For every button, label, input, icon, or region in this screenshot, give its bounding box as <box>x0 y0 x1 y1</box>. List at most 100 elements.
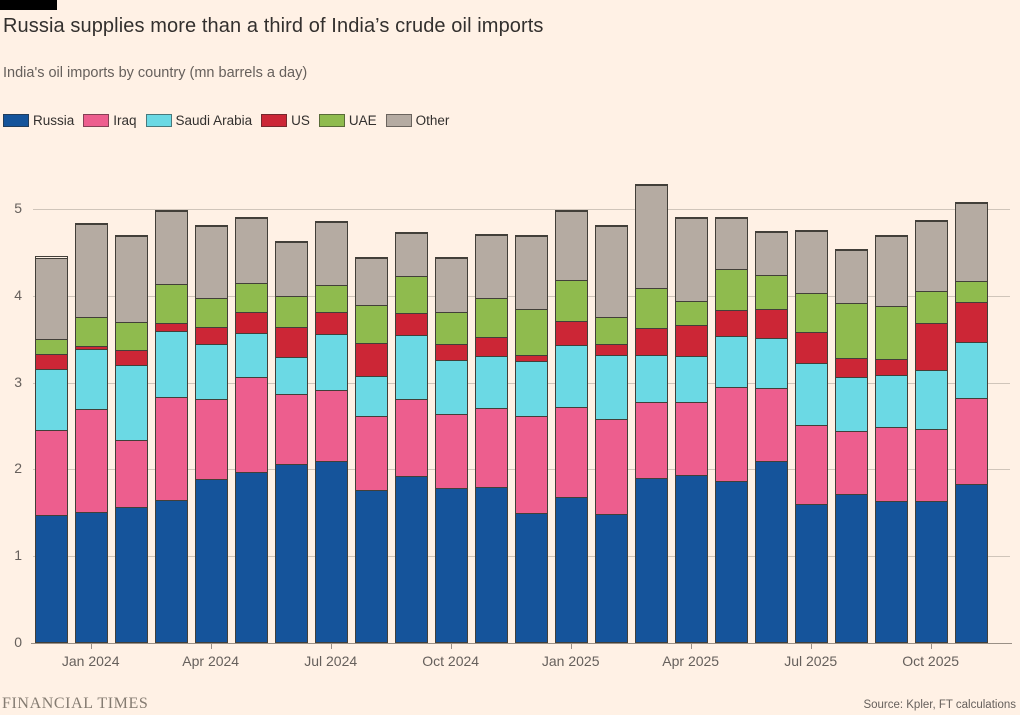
segment-us <box>276 326 308 358</box>
segment-russia <box>796 504 828 642</box>
segment-us <box>236 312 268 333</box>
x-axis-line <box>31 643 1012 644</box>
segment-us <box>916 322 948 371</box>
segment-us <box>876 359 908 375</box>
segment-uae <box>676 300 708 326</box>
segment-other <box>916 221 948 292</box>
segment-russia <box>516 512 548 642</box>
segment-us <box>636 327 668 355</box>
bar-stack-dec-2024 <box>515 234 549 643</box>
segment-iraq <box>756 387 788 461</box>
x-axis-tick <box>930 643 932 649</box>
segment-iraq <box>796 425 828 504</box>
bar-stack-aug-2024 <box>355 257 389 643</box>
segment-us <box>156 322 188 332</box>
segment-saudi-arabia <box>196 344 228 399</box>
segment-iraq <box>836 431 868 495</box>
legend-swatch-icon <box>261 114 288 127</box>
bar-stack-may-2025 <box>715 217 749 643</box>
segment-uae <box>116 321 148 350</box>
bar-stack-mar-2025 <box>635 184 669 643</box>
segment-other <box>156 210 188 284</box>
segment-russia <box>916 500 948 642</box>
legend-item-us: US <box>261 113 310 128</box>
bar-stack-mar-2024 <box>155 209 189 643</box>
segment-saudi-arabia <box>316 333 348 391</box>
segment-us <box>716 309 748 337</box>
bar-stack-jun-2024 <box>275 240 309 643</box>
segment-saudi-arabia <box>836 377 868 432</box>
segment-iraq <box>636 401 668 478</box>
segment-russia <box>956 484 988 642</box>
segment-other <box>796 230 828 294</box>
segment-us <box>836 358 868 378</box>
segment-uae <box>476 298 508 337</box>
segment-us <box>596 344 628 355</box>
x-axis-tick <box>690 643 692 649</box>
segment-iraq <box>76 409 108 512</box>
bar-stack-dec-2023 <box>35 256 69 643</box>
y-axis-label-1: 1 <box>14 547 22 564</box>
segment-other <box>36 257 68 340</box>
segment-uae <box>436 312 468 345</box>
x-axis-label-jan-2025: Jan 2025 <box>541 653 600 669</box>
segment-other <box>396 233 428 276</box>
x-axis-label-jul-2024: Jul 2024 <box>304 653 358 669</box>
segment-other <box>556 210 588 281</box>
bar-stack-jan-2025 <box>555 209 589 643</box>
x-axis-tick <box>330 643 332 649</box>
segment-uae <box>356 305 388 344</box>
segment-russia <box>476 486 508 642</box>
segment-us <box>116 349 148 366</box>
segment-uae <box>596 316 628 345</box>
x-axis-label-oct-2024: Oct 2024 <box>422 653 480 669</box>
segment-saudi-arabia <box>76 348 108 410</box>
segment-saudi-arabia <box>396 334 428 399</box>
segment-iraq <box>596 418 628 514</box>
segment-russia <box>676 475 708 642</box>
segment-russia <box>556 497 588 642</box>
segment-iraq <box>156 397 188 500</box>
segment-other <box>116 235 148 322</box>
segment-us <box>356 343 388 376</box>
segment-iraq <box>396 398 428 477</box>
y-axis-label-3: 3 <box>14 373 22 390</box>
segment-saudi-arabia <box>596 354 628 419</box>
legend-label: US <box>291 113 310 128</box>
x-axis-tick <box>90 643 92 649</box>
segment-other <box>76 223 108 318</box>
segment-saudi-arabia <box>916 370 948 430</box>
segment-other <box>516 235 548 309</box>
segment-us <box>556 320 588 346</box>
segment-russia <box>396 476 428 642</box>
y-axis-label-5: 5 <box>14 200 22 216</box>
bar-stack-oct-2024 <box>435 257 469 643</box>
segment-saudi-arabia <box>756 338 788 388</box>
segment-iraq <box>676 402 708 476</box>
segment-saudi-arabia <box>356 375 388 417</box>
segment-russia <box>436 488 468 642</box>
segment-saudi-arabia <box>716 336 748 387</box>
legend-swatch-icon <box>145 114 172 127</box>
segment-russia <box>196 478 228 642</box>
segment-russia <box>316 461 348 642</box>
segment-iraq <box>236 377 268 472</box>
segment-us <box>396 313 428 335</box>
legend-label: UAE <box>348 113 377 128</box>
chart-title: Russia supplies more than a third of Ind… <box>3 15 544 37</box>
segment-saudi-arabia <box>276 357 308 394</box>
segment-other <box>316 221 348 286</box>
segment-russia <box>836 494 868 642</box>
segment-uae <box>916 291 948 323</box>
segment-iraq <box>276 393 308 465</box>
segment-us <box>196 326 228 345</box>
segment-iraq <box>36 430 68 516</box>
ft-top-slug-bar <box>0 0 57 10</box>
legend-item-saudi-arabia: Saudi Arabia <box>145 113 252 128</box>
segment-other <box>636 185 668 288</box>
bar-stack-feb-2025 <box>595 225 629 643</box>
bar-stack-apr-2025 <box>675 217 709 643</box>
bar-stack-nov-2024 <box>475 233 509 643</box>
segment-uae <box>836 302 868 359</box>
